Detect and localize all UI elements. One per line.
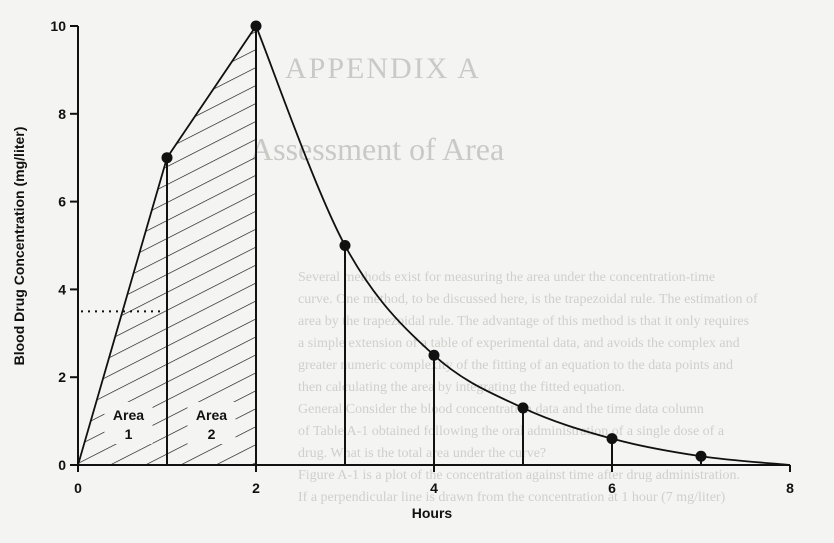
y-axis-ticks: 0 2 4 6 8 10: [50, 18, 78, 473]
x-axis-title: Hours: [412, 505, 453, 521]
shaded-area-1: [78, 157, 167, 465]
area-label-number: 1: [125, 426, 133, 442]
background-bleed-text: APPENDIX A Assessment of Area Several me…: [250, 52, 758, 505]
data-point-3h: [339, 240, 351, 251]
area-label-background: [187, 402, 236, 444]
ghost-line: General Consider the blood concentration…: [298, 402, 704, 417]
x-axis-ticks: 0 2 4 6 8: [74, 465, 794, 496]
concentration-curve: [77, 24, 791, 466]
data-point-5h: [517, 402, 529, 414]
y-tick-label: 6: [58, 194, 66, 210]
shaded-area-2: [167, 26, 256, 465]
y-tick-label: 0: [58, 457, 66, 473]
area-label-word: Area: [196, 407, 227, 423]
ghost-line: curve. One method, to be discussed here,…: [298, 292, 758, 307]
ghost-line: Figure A-1 is a plot of the concentratio…: [298, 468, 740, 483]
ghost-line: then calculating the area by integrating…: [298, 380, 625, 395]
ghost-heading: APPENDIX A: [285, 52, 481, 85]
x-tick-label: 6: [608, 480, 616, 496]
area-label-word: Area: [113, 407, 144, 423]
ghost-line: Several methods exist for measuring the …: [298, 270, 715, 285]
ghost-line: greater numeric complexity of the fittin…: [298, 358, 733, 373]
shaded-areas: [78, 26, 256, 465]
x-tick-label: 0: [74, 480, 82, 496]
x-tick-label: 4: [430, 480, 438, 496]
y-tick-label: 8: [58, 106, 66, 122]
ghost-line: drug. What is the total area under the c…: [298, 446, 546, 461]
ghost-subheading: Assessment of Area: [250, 131, 504, 167]
area-labels: Area 1 Area 2: [104, 402, 236, 444]
data-points: [161, 20, 707, 462]
y-axis-title: Blood Drug Concentration (mg/liter): [11, 127, 27, 366]
x-tick-label: 8: [786, 480, 794, 496]
area-label-background: [104, 402, 153, 444]
data-point-7h: [695, 450, 707, 462]
y-tick-label: 10: [50, 18, 66, 34]
data-point-2h: [250, 20, 262, 32]
data-point-6h: [606, 433, 618, 445]
x-tick-label: 2: [252, 480, 260, 496]
ghost-line: If a perpendicular line is drawn from th…: [298, 490, 726, 505]
y-tick-label: 4: [58, 281, 66, 297]
ghost-line: a simple extension of a table of experim…: [298, 336, 740, 351]
ghost-body-lines: Several methods exist for measuring the …: [298, 270, 758, 505]
data-point-4h: [428, 349, 440, 361]
drop-lines: [166, 26, 702, 465]
ghost-line: area by the trapezoidal rule. The advant…: [298, 314, 749, 329]
data-point-1h: [161, 152, 173, 164]
area-label-number: 2: [208, 426, 216, 442]
ghost-line: of Table A-1 obtained following the oral…: [298, 424, 725, 439]
y-tick-label: 2: [58, 369, 66, 385]
